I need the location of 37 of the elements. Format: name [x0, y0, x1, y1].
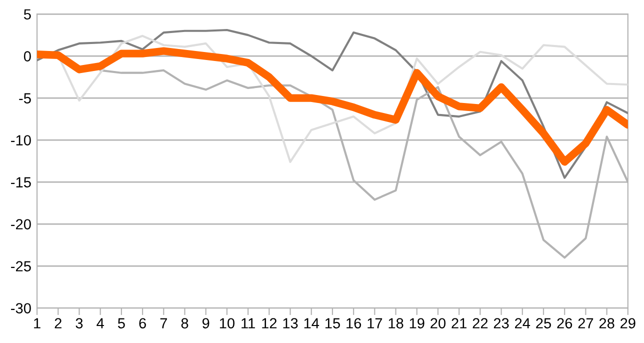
x-tick-label: 15 — [325, 318, 340, 328]
x-tick-label: 25 — [536, 318, 551, 328]
x-tick-label: 27 — [578, 318, 594, 328]
x-tick-label: 2 — [54, 318, 62, 328]
x-tick-label: 9 — [202, 318, 210, 328]
x-tick-label: 21 — [452, 318, 466, 328]
x-tick-label: 3 — [76, 318, 83, 328]
y-tick-label: -25 — [11, 261, 31, 272]
y-tick-label: -20 — [11, 219, 31, 230]
y-tick-label: -15 — [11, 177, 31, 188]
x-tick-label: 23 — [494, 318, 509, 328]
x-tick-label: 24 — [515, 318, 530, 328]
x-tick-label: 5 — [118, 318, 125, 328]
x-tick-label: 28 — [599, 318, 614, 328]
x-tick-label: 16 — [346, 318, 362, 328]
x-tick-label: 13 — [283, 318, 298, 328]
x-tick-label: 12 — [262, 318, 277, 328]
x-tick-label: 22 — [472, 318, 488, 328]
x-tick-label: 14 — [304, 318, 320, 328]
y-tick-label: -30 — [11, 303, 31, 314]
x-tick-label: 10 — [220, 318, 234, 328]
x-tick-label: 6 — [139, 318, 146, 328]
x-tick-label: 8 — [181, 318, 188, 328]
x-tick-label: 1 — [34, 318, 40, 328]
x-tick-label: 11 — [242, 318, 255, 328]
x-tick-label: 4 — [96, 318, 104, 328]
y-tick-label: -5 — [19, 93, 31, 104]
x-tick-label: 17 — [368, 318, 382, 328]
x-tick-label: 20 — [430, 318, 446, 328]
y-tick-label: 0 — [24, 51, 31, 62]
y-tick-label: -10 — [11, 135, 31, 146]
x-tick-label: 29 — [620, 318, 636, 328]
x-tick-label: 18 — [388, 318, 404, 328]
x-tick-label: 19 — [410, 318, 424, 328]
y-tick-label: 5 — [24, 9, 31, 20]
x-tick-label: 7 — [160, 318, 167, 328]
x-tick-label: 26 — [557, 318, 572, 328]
